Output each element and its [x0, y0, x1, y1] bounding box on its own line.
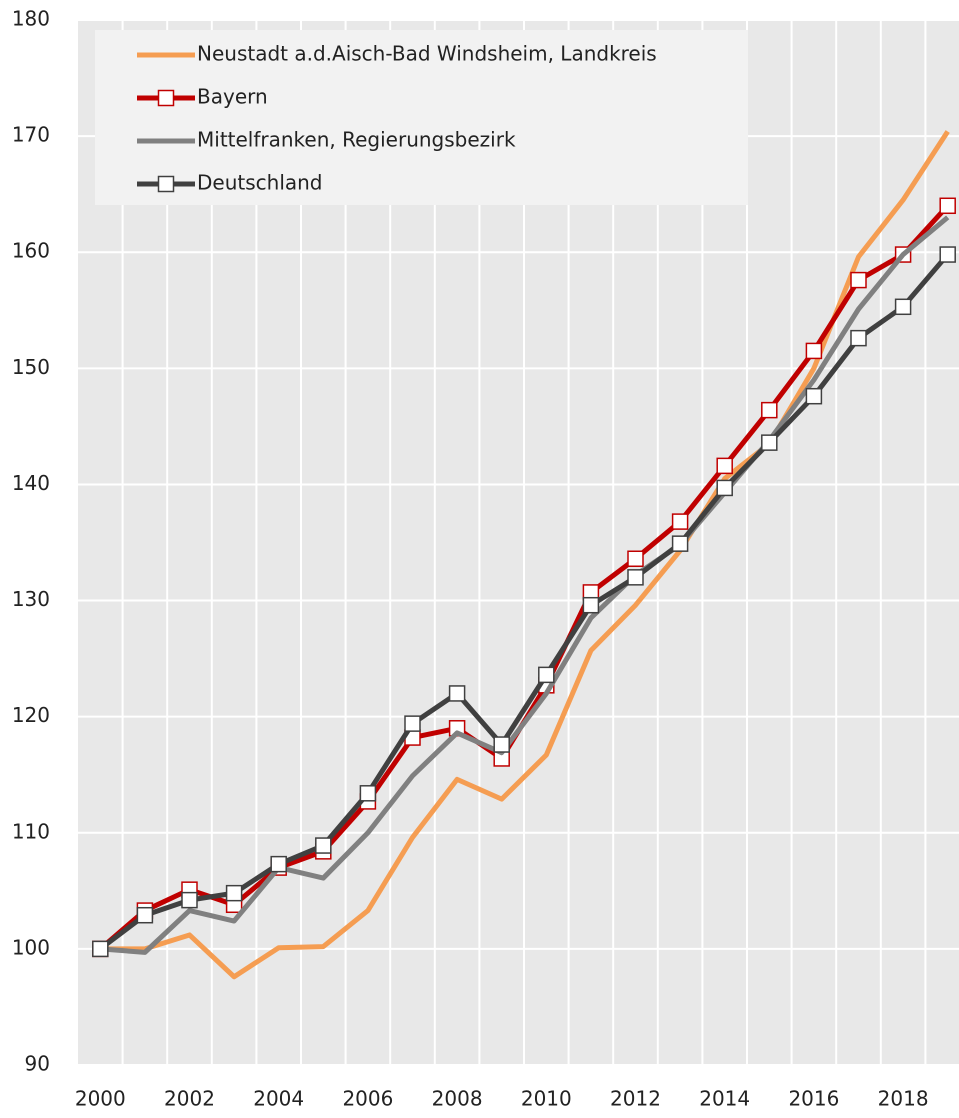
y-tick-label: 170 [12, 123, 50, 147]
marker [448, 685, 466, 702]
marker [716, 457, 733, 475]
legend-marker [157, 175, 175, 193]
legend-label: Deutschland [197, 171, 323, 195]
y-tick-label: 110 [12, 819, 50, 843]
y-tick-label: 160 [12, 239, 50, 263]
x-tick-label: 2002 [164, 1087, 215, 1111]
y-tick-label: 130 [12, 587, 50, 611]
y-tick-label: 140 [12, 471, 50, 495]
marker [315, 837, 332, 854]
x-tick-label: 2004 [253, 1087, 304, 1111]
x-tick-label: 2016 [788, 1087, 839, 1111]
marker [671, 535, 689, 552]
marker [359, 785, 377, 802]
marker [92, 940, 109, 958]
marker [671, 513, 689, 530]
series-line [100, 130, 950, 980]
x-tick-label: 2010 [521, 1087, 572, 1111]
y-tick-label: 150 [12, 355, 50, 379]
marker [493, 736, 510, 753]
marker [582, 596, 600, 614]
marker [805, 387, 823, 405]
x-tick-label: 2006 [342, 1087, 393, 1111]
marker [939, 197, 956, 215]
marker [939, 246, 956, 263]
legend-box [95, 30, 748, 205]
marker [404, 715, 421, 732]
marker [761, 434, 778, 451]
marker [761, 401, 778, 419]
y-tick-label: 120 [12, 703, 50, 727]
x-tick-label: 2008 [432, 1087, 483, 1111]
x-tick-label: 2018 [878, 1087, 929, 1111]
marker [627, 550, 644, 568]
marker [270, 855, 287, 873]
marker [850, 329, 867, 347]
marker [805, 342, 823, 360]
marker [894, 298, 912, 316]
legend-label: Mittelfranken, Regierungsbezirk [197, 128, 516, 152]
y-tick-label: 90 [25, 1052, 50, 1076]
x-tick-label: 2012 [610, 1087, 661, 1111]
legend-marker [157, 89, 175, 107]
x-tick-label: 2000 [75, 1087, 126, 1111]
marker [225, 884, 243, 902]
marker [181, 891, 198, 909]
marker [850, 271, 867, 289]
marker [716, 479, 733, 497]
x-tick-label: 2014 [699, 1087, 750, 1111]
y-tick-label: 180 [12, 7, 50, 31]
marker [538, 666, 555, 684]
legend-label: Bayern [197, 85, 268, 109]
marker [627, 569, 644, 586]
marker [136, 906, 154, 924]
y-tick-label: 100 [12, 935, 50, 959]
legend-label: Neustadt a.d.Aisch-Bad Windsheim, Landkr… [197, 42, 657, 66]
legend: Neustadt a.d.Aisch-Bad Windsheim, Landkr… [95, 30, 748, 205]
